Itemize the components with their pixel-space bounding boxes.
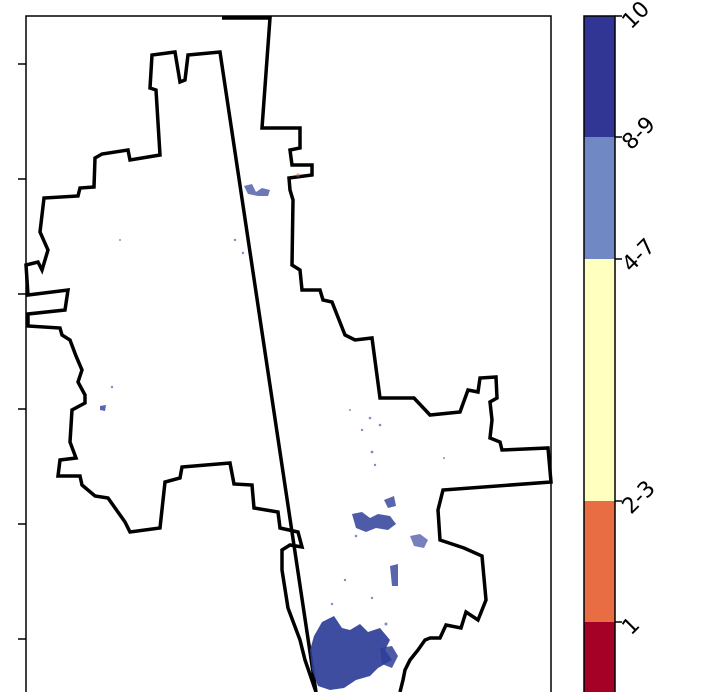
colorbar-label: 10 — [618, 0, 655, 34]
map-frame — [25, 15, 552, 692]
cluster-southeast — [380, 646, 398, 668]
colorbar-label: 8-9 — [618, 112, 661, 155]
cluster-east — [410, 534, 428, 548]
speck — [384, 622, 388, 626]
speck — [354, 534, 358, 538]
speck — [370, 450, 374, 454]
speck — [343, 578, 347, 582]
speck — [119, 239, 121, 241]
speck — [110, 385, 114, 389]
speck — [443, 457, 445, 459]
cluster-south — [310, 616, 392, 690]
colorbar: 10 8-9 4-7 2-3 1 — [583, 0, 661, 692]
colorbar-segment — [584, 16, 615, 137]
colorbar-frame — [583, 15, 616, 692]
speck — [296, 173, 300, 177]
speck — [330, 602, 334, 606]
y-axis-ticks — [18, 63, 26, 640]
speck — [241, 251, 245, 255]
cluster-mid-a — [384, 496, 396, 508]
colorbar-label: 2-3 — [618, 476, 661, 519]
city-boundary — [24, 16, 553, 692]
cluster-west — [100, 405, 106, 411]
cluster-mid-b — [390, 564, 398, 586]
colorbar-segment — [584, 622, 615, 692]
speck — [349, 409, 351, 411]
colorbar-label: 1 — [618, 613, 646, 641]
high-value-clusters — [100, 173, 445, 690]
colorbar-segment — [584, 501, 615, 622]
speck — [233, 238, 237, 242]
speck — [370, 596, 374, 600]
speck — [378, 423, 382, 427]
cluster-mid-south — [352, 512, 396, 532]
cluster-north — [244, 184, 270, 196]
speck — [368, 416, 372, 420]
speck — [360, 428, 364, 432]
colorbar-segment — [584, 137, 615, 259]
colorbar-label: 4-7 — [618, 234, 661, 277]
colorbar-segment — [584, 259, 615, 501]
scattered-specks — [110, 173, 445, 626]
speck — [373, 463, 377, 467]
